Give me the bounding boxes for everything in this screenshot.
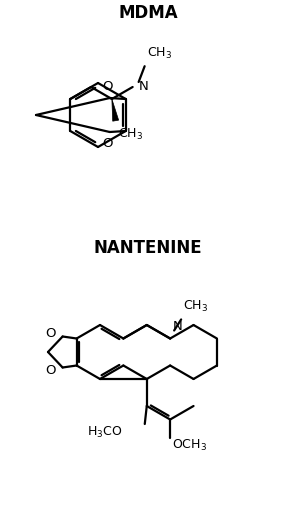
Text: MDMA: MDMA — [118, 4, 178, 22]
Text: N: N — [139, 80, 148, 93]
Text: CH$_3$: CH$_3$ — [147, 46, 172, 61]
Text: O: O — [102, 80, 113, 93]
Text: CH$_3$: CH$_3$ — [183, 299, 208, 314]
Text: CH$_3$: CH$_3$ — [118, 127, 143, 142]
Text: OCH$_3$: OCH$_3$ — [172, 438, 207, 453]
Text: O: O — [102, 137, 113, 150]
Text: H$_3$CO: H$_3$CO — [88, 425, 123, 439]
Polygon shape — [112, 99, 119, 121]
Text: N: N — [173, 321, 183, 333]
Text: O: O — [45, 327, 56, 340]
Text: O: O — [45, 364, 56, 377]
Text: NANTENINE: NANTENINE — [94, 239, 202, 257]
